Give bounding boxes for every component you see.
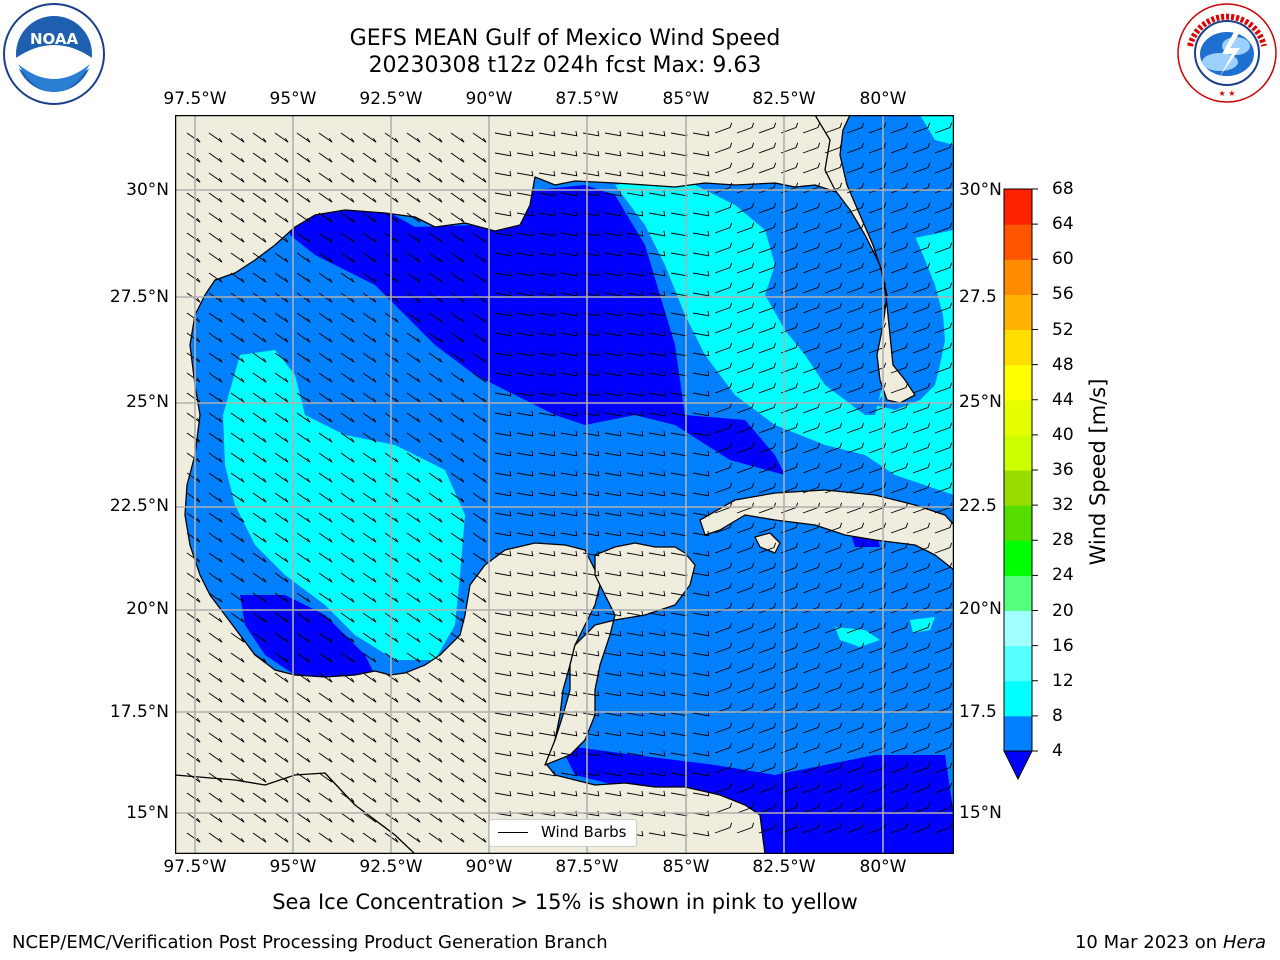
colorbar-segment [1004, 505, 1032, 541]
lat-tick-right: 17.5 [959, 702, 997, 722]
colorbar-tick-label: 12 [1052, 670, 1074, 691]
colorbar-tick-label: 52 [1052, 319, 1074, 340]
lon-tick-top: 97.5°W [163, 89, 227, 109]
colorbar-tick-label: 16 [1052, 635, 1074, 656]
lat-tick-left: 30°N [126, 180, 169, 200]
map-legend: Wind Barbs [489, 819, 637, 847]
colorbar-segment [1004, 259, 1032, 295]
colorbar-tick-label: 60 [1052, 249, 1074, 270]
lat-tick-left: 25°N [126, 392, 169, 412]
lon-tick-bottom: 87.5°W [555, 857, 619, 877]
colorbar-segment [1004, 364, 1032, 401]
colorbar-segment [1004, 575, 1032, 611]
colorbar-segment [1004, 329, 1032, 366]
colorbar-tick-label: 20 [1052, 600, 1074, 621]
colorbar-segment [1004, 399, 1032, 436]
run-date-credit: 10 Mar 2023 on Hera [1075, 932, 1266, 953]
chart-subtitle: 20230308 t12z 024h fcst Max: 9.63 [368, 53, 762, 78]
colorbar-under-arrow [1003, 750, 1033, 781]
lon-tick-bottom: 95°W [269, 857, 317, 877]
lon-tick-bottom: 92.5°W [359, 857, 423, 877]
lon-tick-bottom: 90°W [465, 857, 513, 877]
lat-tick-right: 15°N [959, 803, 1002, 823]
graticule [175, 115, 954, 854]
lon-tick-top: 87.5°W [555, 89, 619, 109]
colorbar-tick-label: 28 [1052, 530, 1074, 551]
noaa-logo-text: NOAA [30, 30, 79, 48]
lat-tick-right: 25°N [959, 392, 1002, 412]
lat-tick-right: 22.5 [959, 496, 997, 516]
colorbar-segment [1004, 540, 1032, 576]
lat-tick-right: 27.5 [959, 287, 997, 307]
colorbar-tick-label: 56 [1052, 284, 1074, 305]
lon-tick-top: 80°W [859, 89, 907, 109]
colorbar-tick-label: 68 [1052, 179, 1074, 199]
lon-tick-top: 85°W [662, 89, 710, 109]
lon-tick-bottom: 80°W [859, 857, 907, 877]
colorbar-tick-label: 8 [1052, 705, 1063, 726]
lat-tick-right: 30°N [959, 180, 1002, 200]
lon-tick-bottom: 97.5°W [163, 857, 227, 877]
colorbar-segment [1004, 470, 1032, 506]
run-date: 10 Mar 2023 on [1074, 932, 1218, 953]
legend-label: Wind Barbs [541, 823, 627, 841]
lat-tick-left: 17.5°N [109, 702, 169, 722]
host-name: Hera [1222, 932, 1266, 953]
lon-tick-top: 82.5°W [752, 89, 816, 109]
lat-tick-right: 20°N [959, 599, 1002, 619]
legend-line-swatch [498, 832, 528, 833]
svg-text:★ ★: ★ ★ [1219, 89, 1236, 98]
colorbar-segment [1004, 610, 1032, 647]
colorbar-tick-label: 24 [1052, 565, 1074, 586]
colorbar-tick-label: 4 [1052, 741, 1063, 761]
colorbar-segment [1004, 294, 1032, 330]
colorbar-segment [1004, 645, 1032, 682]
chart-title: GEFS MEAN Gulf of Mexico Wind Speed [349, 26, 781, 51]
colorbar-tick-label: 48 [1052, 354, 1074, 375]
lon-tick-bottom: 82.5°W [752, 857, 816, 877]
colorbar-segment [1004, 189, 1032, 225]
lon-tick-top: 92.5°W [359, 89, 423, 109]
noaa-logo: NOAA [3, 3, 105, 105]
colorbar-tick-label: 40 [1052, 424, 1074, 445]
sea-ice-note: Sea Ice Concentration > 15% is shown in … [272, 890, 858, 914]
colorbar-tick-label: 64 [1052, 214, 1074, 235]
colorbar-segment [1004, 434, 1032, 471]
lat-tick-left: 15°N [126, 803, 169, 823]
colorbar [1003, 188, 1038, 781]
colorbar-tick-label: 44 [1052, 389, 1074, 410]
lat-tick-left: 27.5°N [109, 287, 169, 307]
lat-tick-left: 20°N [126, 599, 169, 619]
lon-tick-top: 95°W [269, 89, 317, 109]
lon-tick-bottom: 85°W [662, 857, 710, 877]
colorbar-segment [1004, 715, 1032, 752]
nws-logo: ★ ★ [1177, 3, 1277, 103]
map-panel [175, 115, 954, 854]
lon-tick-top: 90°W [465, 89, 513, 109]
lat-tick-left: 22.5°N [109, 496, 169, 516]
producer-credit: NCEP/EMC/Verification Post Processing Pr… [12, 932, 608, 953]
wind-barbs [186, 122, 953, 843]
colorbar-label: Wind Speed [m/s] [1086, 378, 1110, 566]
colorbar-tick-label: 32 [1052, 495, 1074, 516]
colorbar-tick-label: 36 [1052, 460, 1074, 480]
colorbar-segment [1004, 224, 1032, 260]
colorbar-segment [1004, 680, 1032, 717]
